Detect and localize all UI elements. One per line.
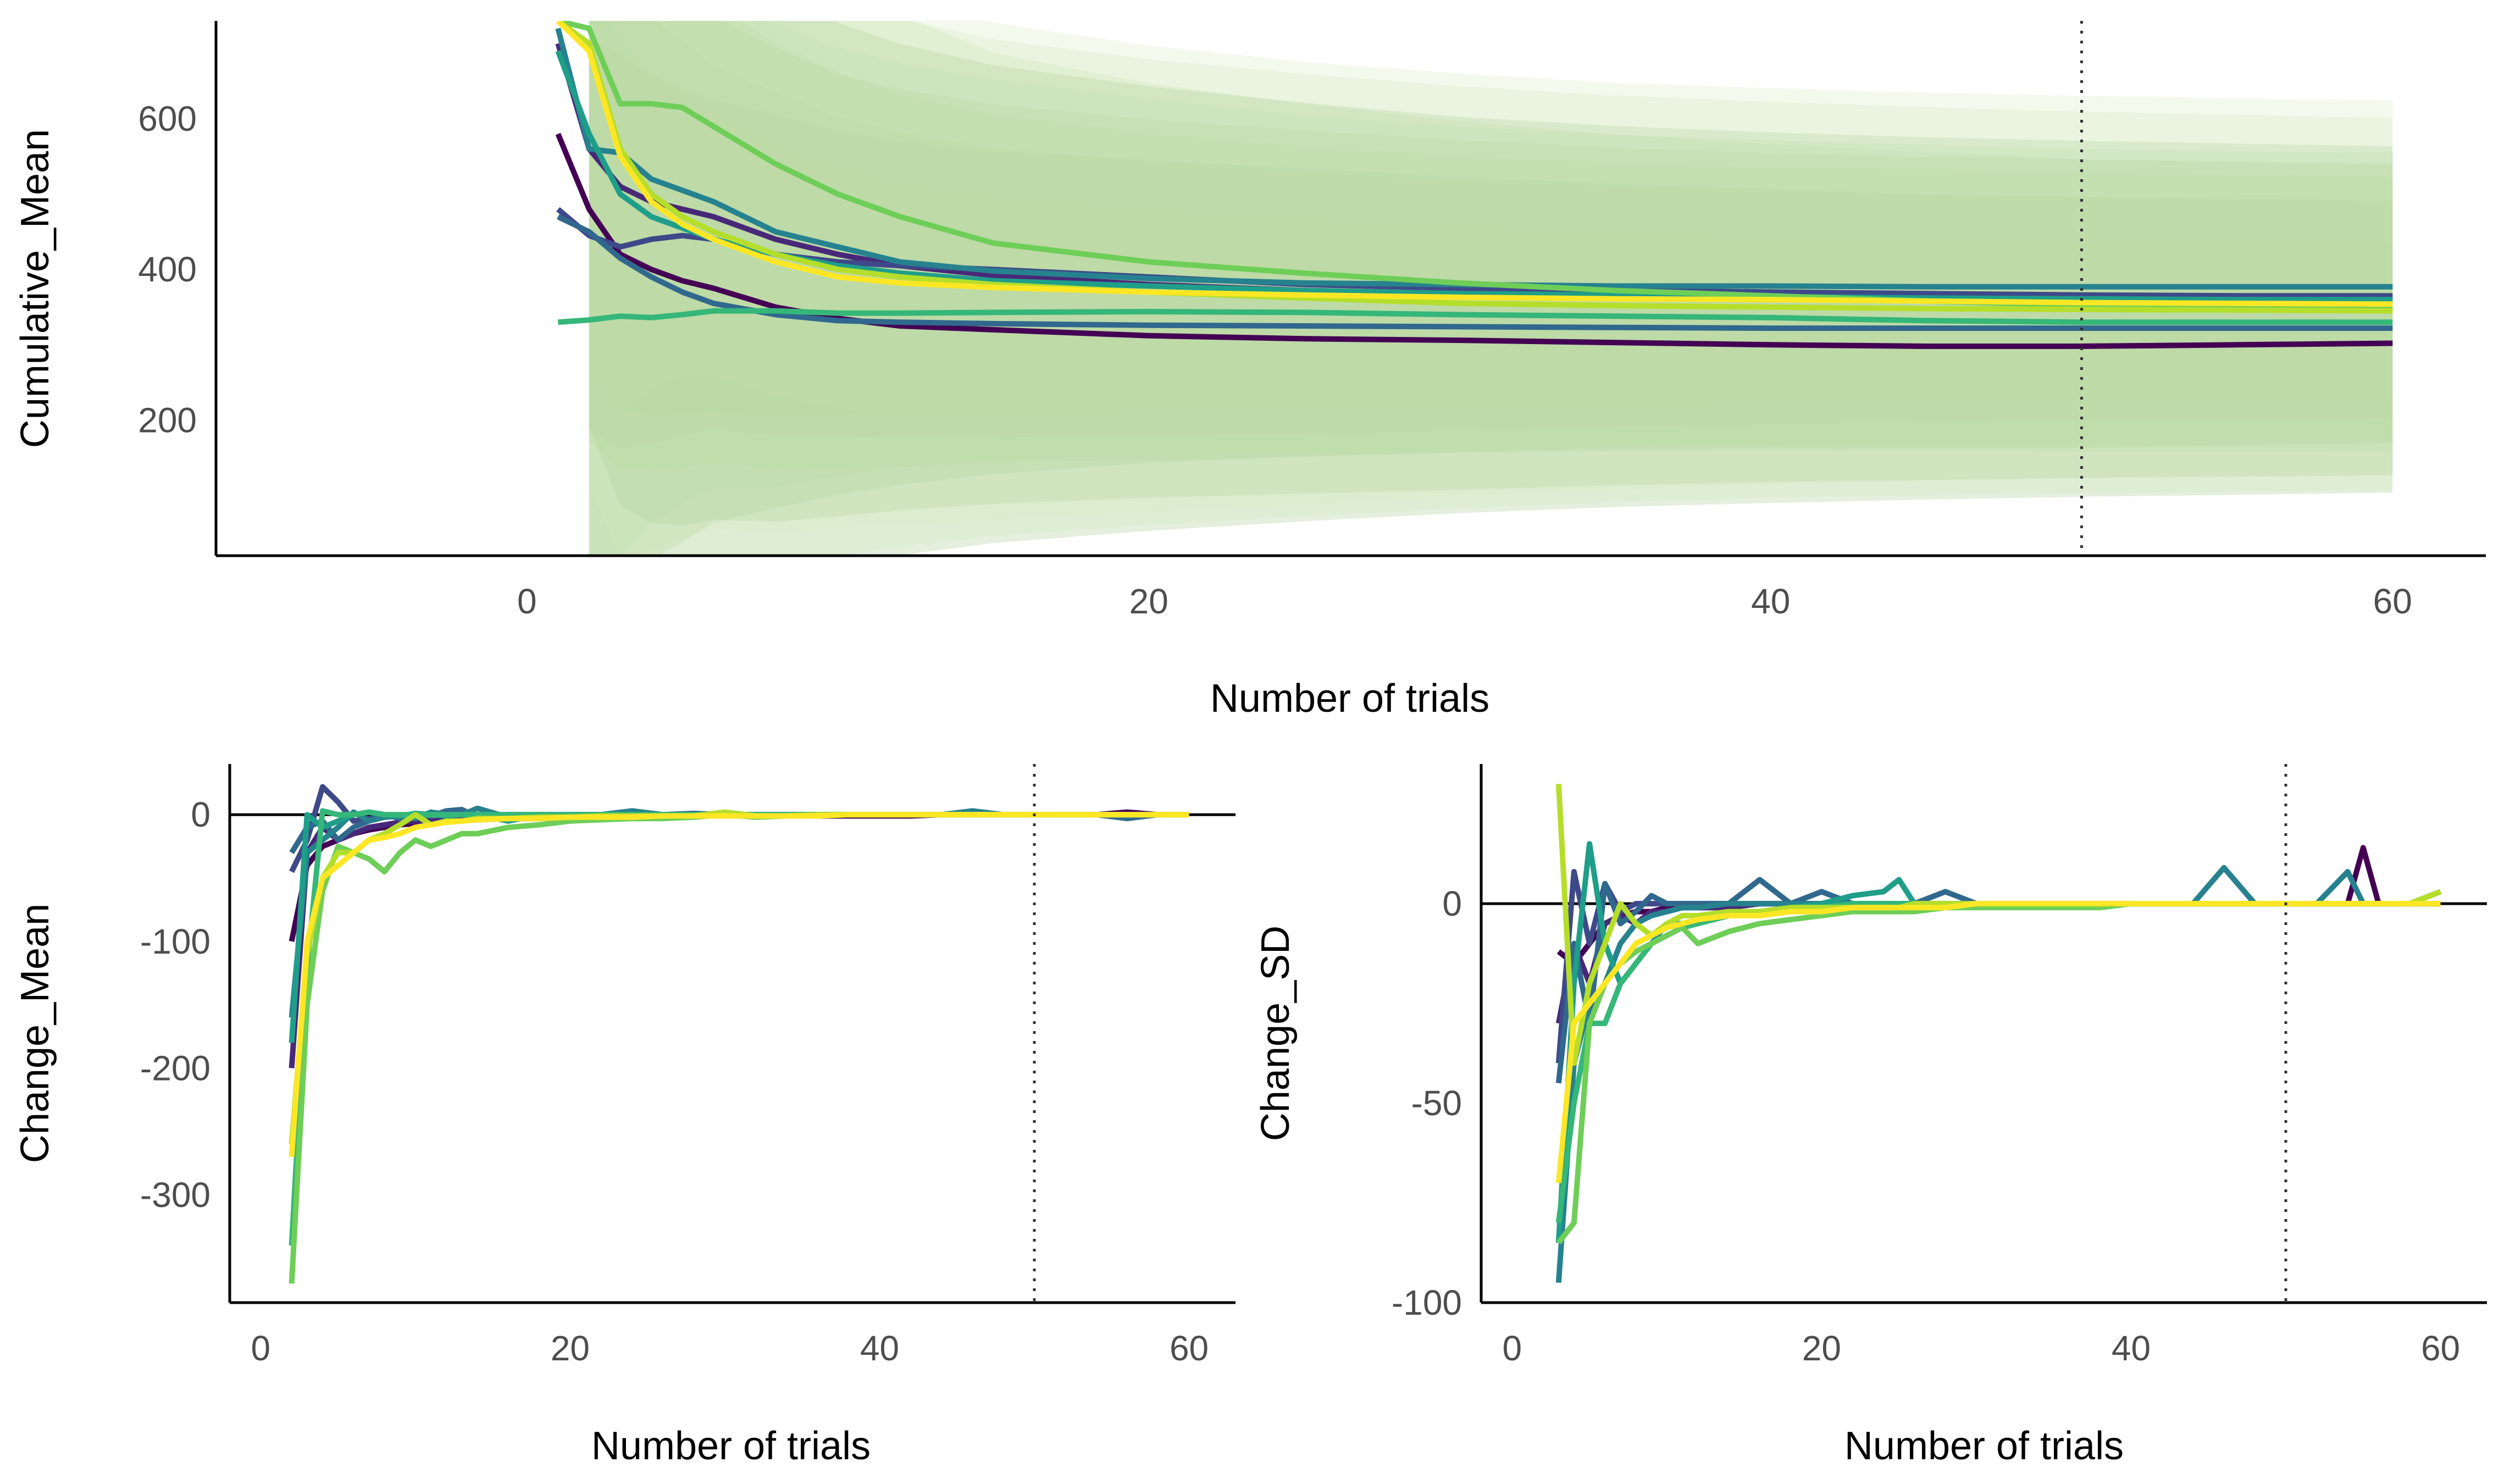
x-tick-label: 20 [1129,582,1168,621]
y-axis-title: Change_SD [1254,926,1298,1141]
y-tick-label: 0 [191,795,210,834]
change-mean-panel: 0 20 40 60 0 -100 -200 -300 Number of trials C… [13,764,1236,1468]
y-tick-label: -50 [1411,1083,1462,1123]
x-tick-label: 40 [860,1328,899,1368]
x-axis-title: Number of trials [1210,677,1489,721]
series-line [289,812,1189,1158]
series-lines [1555,784,2442,1283]
series-line [289,805,1189,1018]
series-lines [289,784,1189,1284]
cumulative-mean-panel: 0 20 40 60 200 400 600 Number of trials Cumul… [13,21,2486,721]
series-line [555,132,2393,349]
y-tick-label: 400 [138,250,197,289]
x-tick-label: 20 [1802,1328,1841,1368]
x-tick-label: 0 [251,1328,271,1368]
y-tick-label: 200 [138,400,197,440]
y-tick-labels: 200 400 600 [138,99,197,440]
series-line [555,50,2393,303]
y-tick-label: -100 [1392,1283,1462,1322]
x-axis-title: Number of trials [1844,1424,2124,1468]
y-tick-label: -200 [140,1048,210,1088]
x-tick-label: 60 [2421,1328,2460,1368]
x-tick-label: 0 [517,582,537,621]
x-tick-label: 60 [2373,582,2412,621]
x-tick-label: 20 [551,1328,590,1368]
series-line [1555,865,2442,1283]
sd-ribbon [589,21,2393,449]
y-tick-label: -300 [140,1175,210,1215]
series-line [289,812,1189,1284]
series-line [289,809,1189,942]
series-line [1555,901,2441,1223]
y-axis-title: Change_Mean [13,904,57,1163]
series-line [556,21,2393,307]
y-tick-label: -100 [140,922,210,961]
series-line [289,808,1189,1246]
x-tick-label: 60 [1170,1328,1209,1368]
x-tick-labels: 0 20 40 60 [1503,1328,2461,1368]
series-line [1555,869,2441,1064]
series-lines [555,21,2393,349]
series-line [289,809,1189,1145]
series-line [289,784,1189,873]
sd-ribbon [589,21,2393,470]
y-tick-label: 600 [138,99,197,139]
series-line [557,214,2393,331]
x-axis-title: Number of trials [591,1424,871,1468]
sd-ribbon [589,21,2393,525]
y-axis-title: Cumulative_Mean [13,129,57,448]
series-line [557,308,2393,325]
series-line [1556,901,2441,1245]
x-tick-labels: 0 20 40 60 [251,1328,1209,1368]
x-tick-label: 0 [1503,1328,1522,1368]
x-tick-labels: 0 20 40 60 [517,582,2412,621]
y-tick-labels: 0 -50 -100 [1392,884,1462,1322]
series-line [556,21,2393,314]
change-sd-panel: 0 20 40 60 0 -50 -100 Number of trials Change… [1254,764,2487,1468]
y-tick-label: 0 [1442,884,1462,923]
x-tick-label: 40 [2112,1328,2151,1368]
series-line [1555,901,2441,1183]
sd-ribbon [589,21,2393,416]
x-tick-label: 40 [1751,582,1790,621]
y-tick-labels: 0 -100 -200 -300 [140,795,210,1215]
series-line [555,27,2393,290]
series-line [289,812,1189,1068]
